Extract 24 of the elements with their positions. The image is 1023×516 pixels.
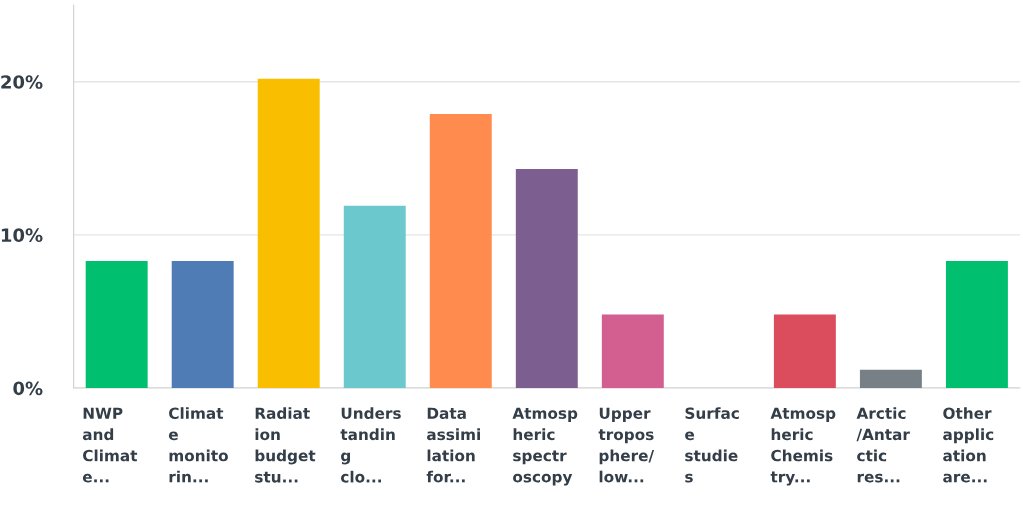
x-tick-label: Other applic ation are... — [943, 407, 994, 483]
y-tick-label: 20% — [1, 75, 43, 89]
bar — [343, 205, 406, 389]
bar — [257, 78, 320, 389]
bar — [773, 314, 836, 389]
x-tick-label: NWP and Climat e... — [82, 407, 138, 483]
x-tick-label: Arctic /Antar ctic res... — [856, 407, 910, 483]
bar — [945, 260, 1008, 389]
x-tick-label: Upper tropos phere/ low... — [598, 407, 655, 483]
x-tick-label: Unders tandin g clo... — [340, 407, 401, 483]
bar — [601, 314, 664, 389]
x-tick-label: Data assimi lation for... — [426, 407, 480, 483]
y-tick-label: 10% — [1, 228, 43, 242]
x-tick-label: Atmosp heric spectr oscopy — [512, 407, 578, 486]
bar — [515, 169, 578, 389]
bar — [171, 260, 234, 389]
x-tick-label: Climat e monito rin... — [168, 407, 228, 483]
x-tick-label: Surfac e studie s — [685, 407, 739, 483]
bar — [85, 260, 148, 389]
x-tick-label: Atmosp heric Chemis try... — [770, 407, 836, 486]
bar — [429, 113, 492, 389]
bar — [859, 369, 922, 389]
y-tick-label: 0% — [13, 381, 43, 396]
x-tick-label: Radiat ion budget stu... — [255, 407, 316, 483]
